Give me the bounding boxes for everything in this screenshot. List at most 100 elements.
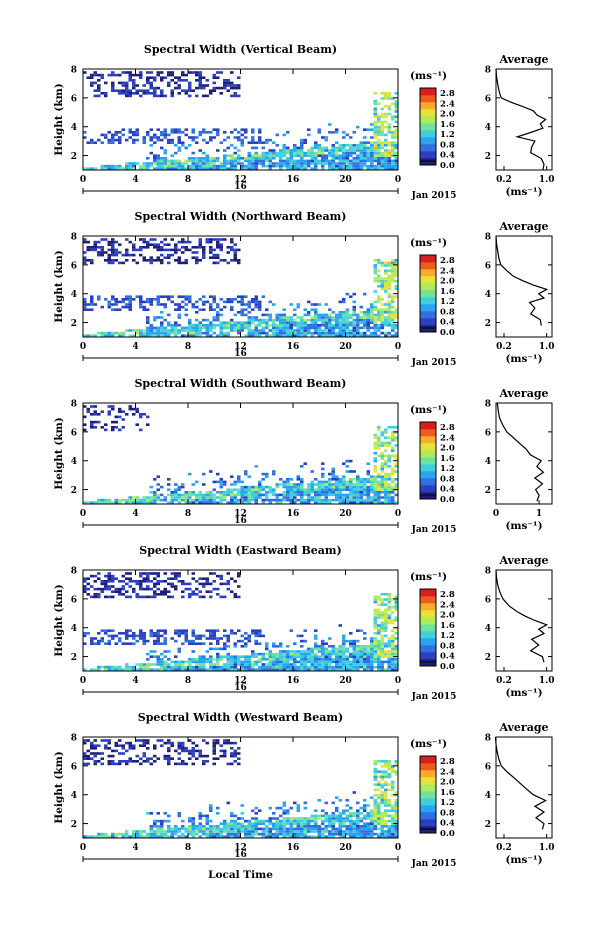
heatmap-cell: [335, 164, 339, 168]
heatmap-cell: [387, 426, 391, 429]
heatmap-cell: [247, 491, 251, 494]
heatmap-cell: [363, 128, 367, 131]
heatmap-cell: [261, 655, 265, 658]
heatmap-cell: [335, 665, 339, 669]
heatmap-cell: [342, 321, 346, 324]
heatmap-cell: [167, 243, 171, 246]
heatmap-cell: [90, 752, 94, 755]
heatmap-cell: [195, 318, 199, 322]
heatmap-cell: [394, 760, 398, 763]
heatmap-cell: [195, 162, 199, 165]
heatmap-cell: [156, 295, 160, 298]
heatmap-cell: [205, 741, 209, 745]
heatmap-cell: [342, 164, 346, 168]
heatmap-cell: [254, 324, 258, 327]
heatmap-cell: [394, 652, 398, 656]
heatmap-cell: [212, 167, 216, 170]
heatmap-cell: [86, 757, 90, 760]
heatmap-cell: [240, 665, 244, 669]
heatmap-cell: [111, 141, 115, 144]
heatmap-cell: [142, 639, 146, 643]
heatmap-cell: [303, 154, 307, 157]
heatmap-cell: [286, 149, 290, 152]
heatmap-cell: [219, 574, 223, 578]
y-tick-label: 8: [71, 233, 77, 243]
heatmap-cell: [188, 71, 192, 74]
heatmap-cell: [328, 835, 332, 838]
heatmap-cell: [114, 240, 118, 244]
heatmap-cell: [394, 478, 398, 481]
heatmap-cell: [174, 331, 178, 335]
heatmap-cell: [97, 639, 101, 643]
heatmap-cell: [328, 498, 332, 502]
heatmap-cell: [279, 326, 283, 330]
heatmap-cell: [303, 141, 307, 144]
heatmap-cell: [380, 652, 384, 656]
x-tick-label: 8: [185, 175, 191, 185]
heatmap-cell: [205, 164, 209, 168]
heatmap-cell: [153, 825, 157, 828]
heatmap-cell: [93, 754, 97, 758]
heatmap-cell: [377, 788, 381, 792]
heatmap-cell: [104, 747, 108, 750]
heatmap-cell: [317, 162, 321, 165]
x-tick-label: 4: [132, 843, 138, 853]
heatmap-cell: [328, 830, 332, 833]
heatmap-cell: [261, 318, 265, 322]
heatmap-cell: [282, 318, 286, 322]
heatmap-cell: [384, 162, 388, 165]
heatmap-cell: [272, 324, 276, 327]
heatmap-cell: [279, 806, 283, 810]
heatmap-cell: [377, 115, 381, 118]
heatmap-cell: [324, 827, 328, 831]
heatmap-cell: [135, 92, 139, 95]
heatmap-cell: [139, 574, 143, 578]
heatmap-cell: [184, 79, 188, 82]
heatmap-cell: [338, 830, 342, 833]
heatmap-cell: [191, 89, 195, 92]
heatmap-cell: [342, 639, 346, 643]
heatmap-cell: [191, 71, 195, 74]
heatmap-cell: [202, 585, 206, 588]
heatmap-cell: [83, 298, 87, 301]
heatmap-cell: [254, 812, 258, 815]
heatmap-cell: [177, 647, 181, 651]
heatmap-cell: [307, 483, 311, 486]
heatmap-cell: [170, 89, 174, 92]
heatmap-cell: [205, 580, 209, 583]
heatmap-cell: [275, 645, 279, 648]
heatmap-cell: [177, 501, 181, 504]
heatmap-cell: [128, 329, 132, 332]
heatmap-cell: [373, 133, 377, 137]
heatmap-cell: [321, 645, 325, 648]
heatmap-cell: [163, 303, 167, 306]
heatmap-cell: [303, 639, 307, 643]
heatmap-cell: [377, 812, 381, 815]
heatmap-cell: [177, 830, 181, 833]
heatmap-cell: [391, 809, 395, 812]
heatmap-cell: [97, 577, 101, 580]
heatmap-cell: [391, 783, 395, 786]
heatmap-cell: [275, 485, 279, 489]
heatmap-cell: [286, 162, 290, 165]
heatmap-cell: [345, 470, 349, 473]
heatmap-cell: [100, 582, 104, 586]
heatmap-cell: [387, 457, 391, 460]
colorbar-segment: [420, 478, 436, 486]
heatmap-cell: [363, 144, 367, 147]
heatmap-cell: [296, 485, 300, 489]
heatmap-cell: [356, 326, 360, 330]
heatmap-cell: [317, 830, 321, 833]
heatmap-cell: [314, 167, 318, 170]
heatmap-cell: [111, 298, 115, 301]
heatmap-cell: [167, 261, 171, 265]
heatmap-cell: [296, 331, 300, 335]
heatmap-cell: [328, 316, 332, 319]
heatmap-cell: [384, 493, 388, 497]
heatmap-cell: [380, 655, 384, 658]
heatmap-cell: [223, 496, 227, 499]
heatmap-cell: [261, 329, 265, 332]
heatmap-cell: [104, 136, 108, 139]
heatmap-cell: [282, 652, 286, 656]
heatmap-cell: [135, 407, 139, 411]
